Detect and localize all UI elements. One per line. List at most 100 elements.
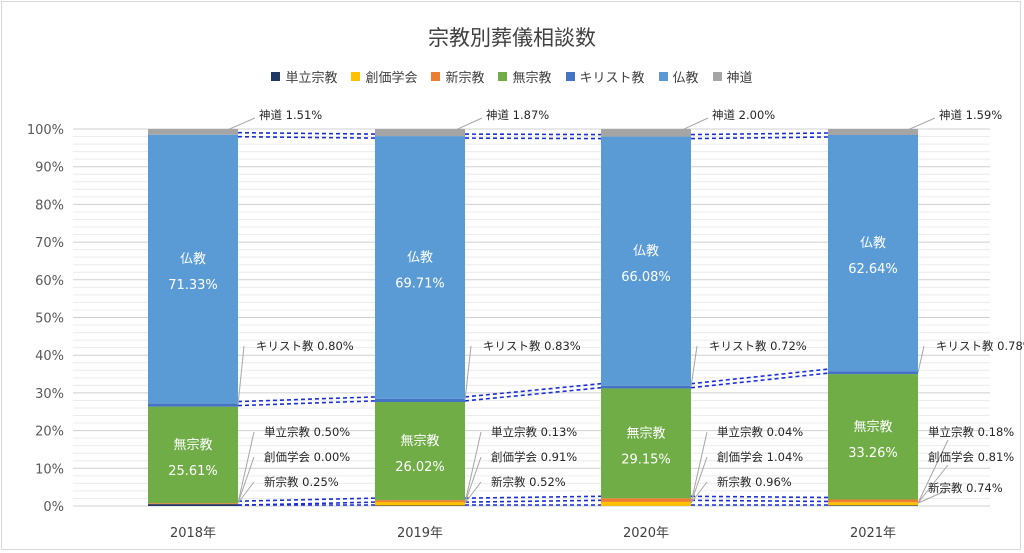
bar-segment — [375, 402, 465, 501]
series-connector — [690, 495, 829, 499]
series-connector — [690, 368, 829, 385]
legend-item: キリスト教 — [565, 67, 645, 86]
bar-segment — [375, 500, 465, 503]
bar-segment — [148, 134, 238, 404]
series-connector — [690, 132, 829, 136]
leader-line — [464, 345, 472, 401]
data-label: 神道 1.59% — [939, 108, 1002, 122]
series-connector — [237, 396, 376, 403]
leader-line — [690, 481, 708, 504]
data-label: 新宗教 0.25% — [264, 475, 339, 489]
leader-line — [917, 464, 949, 504]
bar-segment — [375, 129, 465, 137]
data-label: 神道 1.87% — [486, 108, 549, 122]
y-tick-label: 60% — [35, 274, 64, 289]
leader-line — [464, 431, 482, 504]
legend-label: 創価学会 — [365, 71, 418, 86]
data-label-value: 33.26% — [848, 446, 898, 461]
series-connector — [237, 400, 376, 407]
leader-line — [917, 439, 949, 504]
data-label-category: 仏教 — [633, 243, 659, 259]
bar-segment — [375, 398, 465, 403]
legend-label: 無宗教 — [512, 71, 552, 86]
series-connector — [237, 501, 376, 506]
legend-swatch — [431, 72, 441, 81]
data-label-category: 無宗教 — [173, 437, 212, 453]
legend-label: 仏教 — [672, 71, 699, 86]
data-label: 創価学会 0.91% — [491, 450, 577, 464]
leader-line — [690, 345, 698, 388]
data-label: 単立宗教 0.04% — [717, 425, 803, 439]
data-label-value: 26.02% — [395, 460, 445, 475]
legend-swatch — [271, 72, 281, 81]
data-label-category: 無宗教 — [400, 433, 439, 449]
bar-segment — [828, 499, 918, 503]
bar-segment — [375, 136, 465, 399]
leader-line — [237, 345, 245, 406]
legend-item: 新宗教 — [431, 67, 484, 86]
data-label-value: 25.61% — [168, 464, 218, 479]
y-tick-label: 0% — [43, 500, 64, 515]
leader-line — [902, 117, 936, 133]
data-label-category: 無宗教 — [626, 425, 665, 441]
data-label-category: 仏教 — [407, 249, 433, 265]
bar-segment — [148, 503, 238, 505]
data-label-category: 無宗教 — [853, 419, 892, 435]
bar-segment — [148, 406, 238, 504]
y-tick-label: 80% — [35, 198, 64, 213]
legend-item: 単立宗教 — [271, 67, 337, 86]
bar-segment — [601, 388, 691, 499]
legend-item: 創価学会 — [351, 67, 417, 86]
leader-line — [464, 456, 482, 504]
legend-label: 単立宗教 — [285, 71, 338, 86]
leader-line — [690, 431, 708, 504]
series-connector — [464, 495, 602, 499]
legend-swatch — [712, 72, 722, 81]
leader-line — [237, 431, 255, 504]
leader-line — [675, 117, 709, 134]
leader-line — [917, 345, 925, 373]
data-label: キリスト教 0.72% — [709, 339, 807, 353]
data-label: 創価学会 1.04% — [717, 450, 803, 464]
leader-line — [222, 117, 256, 133]
leader-line — [690, 456, 708, 504]
data-label: 新宗教 0.52% — [491, 475, 566, 489]
legend-label: キリスト教 — [579, 71, 645, 86]
bar-segment — [601, 136, 691, 386]
data-label: 単立宗教 0.13% — [491, 425, 577, 439]
data-label-value: 66.08% — [621, 270, 671, 285]
bar-segment — [828, 502, 918, 506]
legend-label: 新宗教 — [445, 71, 485, 86]
bar-segment — [828, 129, 918, 135]
series-connector — [237, 497, 376, 502]
series-connector — [464, 386, 602, 402]
leader-line — [237, 481, 255, 504]
y-tick-label: 40% — [35, 349, 64, 364]
legend-swatch — [565, 72, 575, 81]
x-tick-label: 2018年 — [170, 526, 216, 541]
bar-segment — [828, 371, 918, 375]
data-label: 創価学会 0.00% — [264, 450, 350, 464]
legend-label: 神道 — [726, 71, 753, 86]
data-label: キリスト教 0.78% — [936, 339, 1024, 353]
legend-swatch — [351, 72, 361, 81]
data-label: 単立宗教 0.18% — [928, 425, 1014, 439]
leader-line — [449, 117, 483, 133]
data-label: 新宗教 0.96% — [717, 475, 792, 489]
data-label: 神道 2.00% — [712, 108, 775, 122]
series-connector — [464, 382, 602, 398]
bar-segment — [828, 505, 918, 506]
y-tick-label: 100% — [27, 123, 64, 138]
x-tick-label: 2019年 — [397, 526, 443, 541]
series-connector — [690, 136, 829, 140]
data-label-value: 69.71% — [395, 276, 445, 291]
series-connector — [464, 499, 602, 503]
bar-segment — [601, 498, 691, 502]
series-connector — [690, 372, 829, 389]
data-label: キリスト教 0.83% — [483, 339, 581, 353]
bar-segment — [828, 374, 918, 500]
x-tick-label: 2020年 — [623, 526, 669, 541]
data-label: キリスト教 0.80% — [256, 339, 354, 353]
bar-segment — [601, 129, 691, 137]
y-tick-label: 50% — [35, 312, 64, 327]
